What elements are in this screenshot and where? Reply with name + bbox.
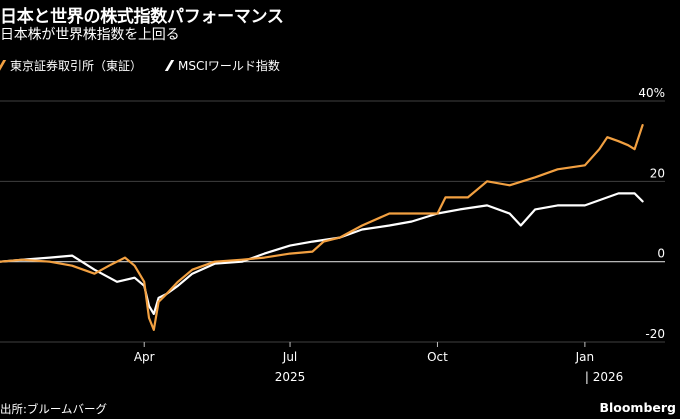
year-label: 2025	[275, 370, 306, 384]
legend-label-topix: 東京証券取引所（東証）	[10, 58, 143, 73]
source-note: 出所:ブルームバーグ	[0, 402, 108, 416]
legend-label-msci: MSCIワールド指数	[178, 58, 280, 73]
series-line-msci	[0, 192, 644, 315]
bloomberg-logo: Bloomberg	[599, 400, 676, 415]
chart-subtitle: 日本株が世界株指数を上回る	[0, 27, 180, 43]
x-tick-label: Apr	[134, 350, 155, 364]
year-label: | 2026	[585, 370, 623, 384]
legend-item-topix: 東京証券取引所（東証）	[0, 57, 142, 74]
y-tick-label: -20	[645, 327, 665, 341]
y-tick-label: 40%	[638, 86, 665, 100]
y-tick-label: 0	[657, 247, 665, 261]
x-tick-label: Oct	[427, 350, 448, 364]
legend: 東京証券取引所（東証） MSCIワールド指数	[0, 56, 306, 74]
x-tick-label: Jul	[282, 350, 297, 364]
chart-title: 日本と世界の株式指数パフォーマンス	[0, 7, 284, 27]
series-line-topix	[0, 124, 644, 331]
legend-item-msci: MSCIワールド指数	[164, 57, 280, 74]
x-tick-label: Jan	[575, 350, 595, 364]
y-tick-label: 20	[650, 166, 665, 180]
